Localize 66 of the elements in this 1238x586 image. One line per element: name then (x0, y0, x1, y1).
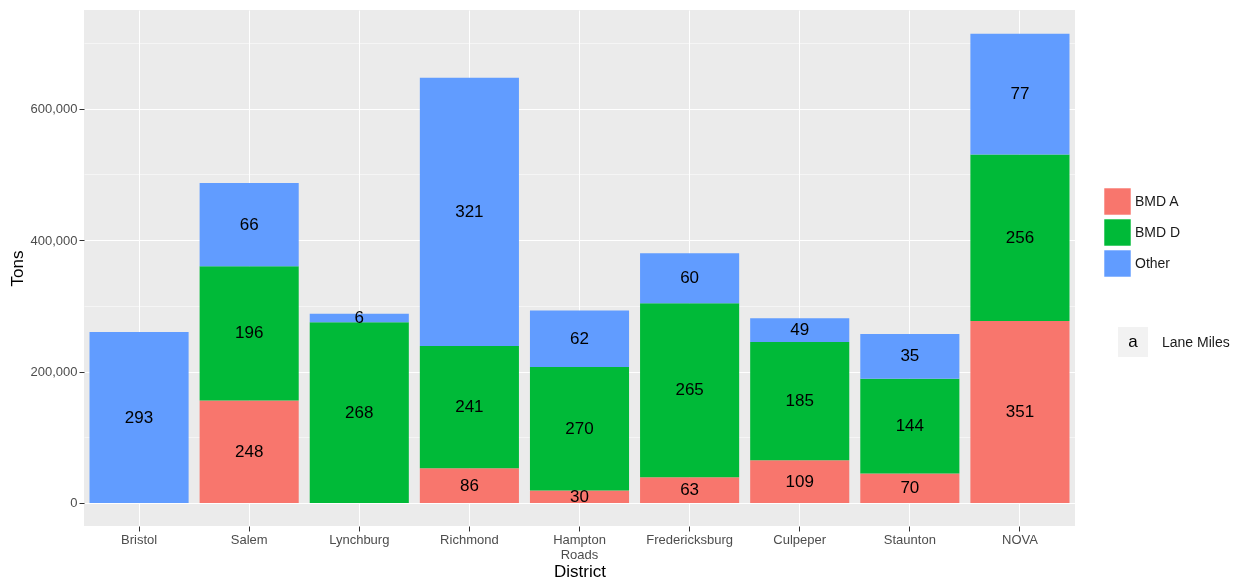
bar (640, 477, 740, 503)
x-tick-label: Culpeper (773, 531, 827, 547)
bar (199, 182, 299, 267)
legend-label: Other (1135, 254, 1171, 271)
annotation: 86 (459, 475, 479, 495)
text: Lane Miles (1162, 334, 1230, 350)
bar (199, 266, 299, 401)
x-tick-label: Fredericksburg (646, 531, 733, 547)
annotation: 77 (1010, 84, 1030, 104)
bar (419, 468, 519, 503)
annotation: 351 (1005, 401, 1035, 421)
annotation: 268 (345, 402, 374, 422)
annotation: 70 (900, 478, 920, 498)
bar (529, 366, 630, 491)
annotation: 49 (790, 320, 810, 340)
bar (860, 473, 960, 503)
x-tick-label: Richmond (440, 531, 499, 547)
annotation: 196 (234, 323, 264, 343)
bar (419, 345, 519, 469)
annotation: 265 (675, 380, 704, 400)
annotation: 293 (124, 407, 154, 427)
bar (970, 33, 1070, 155)
x-axis-title: District (554, 561, 607, 581)
x-tick-label: Lynchburg (329, 531, 390, 547)
annotation: 270 (565, 418, 594, 438)
bar (529, 310, 630, 367)
annotation: 241 (455, 397, 484, 417)
legend-label: BMD A (1135, 192, 1180, 209)
bar (640, 303, 740, 478)
y-tick-label: 200,000 (30, 364, 78, 380)
bar (640, 253, 740, 304)
legend-label: BMD D (1135, 223, 1181, 240)
y-tick-label: 600,000 (30, 101, 78, 117)
y-tick-label: 400,000 (30, 232, 78, 248)
annotation: 30 (570, 486, 589, 506)
bar (750, 460, 850, 503)
annotation: 60 (680, 268, 700, 288)
bar (860, 378, 960, 474)
annotation: 35 (900, 346, 920, 366)
x-tick-label: Hampton Roads (553, 531, 606, 562)
x-tick-label: Staunton (883, 531, 936, 547)
annotation: 256 (1005, 227, 1035, 247)
x-tick-label: NOVA (1002, 531, 1039, 547)
annotation: 321 (455, 201, 484, 221)
annotation: 66 (239, 214, 259, 234)
annotation: 63 (680, 480, 700, 500)
y-tick-label: 0 (70, 495, 78, 511)
y-axis-title: Tons (7, 250, 27, 287)
bar (89, 332, 189, 503)
annotation: 62 (570, 328, 589, 348)
annotation: 6 (354, 307, 365, 327)
x-tick-label: Salem (230, 531, 268, 547)
bar (750, 318, 850, 342)
bar (860, 334, 960, 379)
annotation: 109 (785, 471, 814, 491)
bar (419, 77, 519, 346)
bar (199, 400, 299, 503)
annotation: 144 (895, 416, 925, 436)
bar (309, 322, 409, 503)
annotation: 248 (234, 441, 264, 461)
text-key-icon: a (1118, 327, 1148, 357)
bar (970, 154, 1070, 321)
bar (750, 341, 850, 461)
x-tick-label: Bristol (120, 531, 158, 547)
bar (970, 320, 1070, 503)
annotation: 185 (785, 391, 814, 411)
